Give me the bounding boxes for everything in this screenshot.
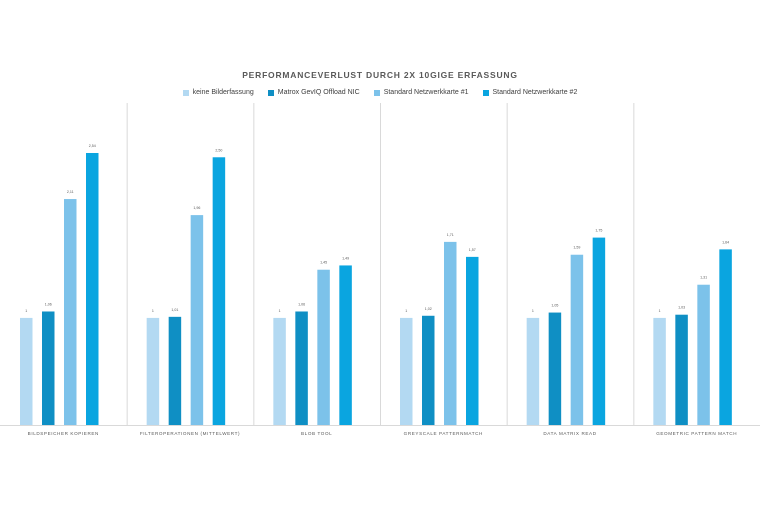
category-label: GEOMETRIC PATTERN MATCH — [656, 431, 737, 436]
bar — [466, 256, 479, 425]
bar — [444, 241, 457, 425]
bar — [592, 237, 606, 425]
data-label: 2,11 — [67, 190, 74, 194]
legend-item: Standard Netzwerkkarte #1 — [373, 89, 469, 96]
legend-label: Matrox GevIQ Offload NIC — [277, 89, 360, 96]
data-label: 1,75 — [595, 229, 602, 233]
data-label: 1,01 — [171, 308, 178, 312]
bar — [273, 317, 286, 425]
bar — [295, 311, 308, 425]
data-label: 1,31 — [700, 276, 707, 280]
data-label: 1,45 — [320, 261, 327, 265]
bar — [653, 317, 666, 425]
data-label: 1,05 — [551, 304, 558, 308]
legend-swatch — [182, 89, 189, 96]
bar — [86, 153, 99, 425]
bar — [64, 199, 77, 425]
data-label: 1 — [659, 309, 661, 313]
data-label: 1,06 — [298, 302, 305, 306]
data-label: 1,96 — [193, 206, 200, 210]
legend-swatch — [373, 89, 380, 96]
data-label: 2,50 — [215, 148, 222, 152]
bar — [422, 315, 435, 425]
category-label: FILTEROPERATIONEN (MITTELWERT) — [140, 431, 240, 436]
bar — [317, 269, 330, 425]
legend-item: keine Bilderfassung — [182, 89, 254, 96]
bar — [20, 317, 33, 425]
legend-label: keine Bilderfassung — [192, 89, 254, 96]
legend: keine Bilderfassung Matrox GevIQ Offload … — [0, 89, 760, 96]
data-label: 1,71 — [447, 233, 454, 237]
bar — [190, 215, 204, 425]
bar — [146, 317, 160, 425]
bar — [212, 157, 226, 426]
bar — [168, 316, 182, 425]
legend-item: Standard Netzwerkkarte #2 — [482, 89, 578, 96]
chart-title: PERFORMANCEVERLUST DURCH 2X 10GIGE ERFAS… — [242, 70, 518, 80]
category-label: BLOB TOOL — [301, 431, 332, 436]
bar — [400, 317, 413, 425]
bar — [570, 254, 584, 425]
category-label: GREYSCALE PATTERNMATCH — [404, 431, 483, 436]
data-label: 1,06 — [45, 302, 52, 306]
data-label: 1 — [25, 309, 27, 313]
legend-item: Matrox GevIQ Offload NIC — [267, 89, 360, 96]
category-label: DATA MATRIX READ — [543, 431, 596, 436]
bar — [548, 312, 562, 425]
data-label: 1,03 — [678, 306, 685, 310]
legend-label: Standard Netzwerkkarte #1 — [383, 89, 469, 96]
legend-swatch — [267, 89, 274, 96]
data-label: 1 — [152, 309, 154, 313]
bar — [719, 249, 732, 425]
legend-swatch — [482, 89, 489, 96]
data-label: 1,02 — [425, 307, 432, 311]
legend-label: Standard Netzwerkkarte #2 — [492, 89, 578, 96]
data-label: 1,59 — [573, 246, 580, 250]
data-label: 1 — [279, 309, 281, 313]
data-label: 1,49 — [342, 256, 349, 260]
bar — [526, 317, 540, 425]
bar — [675, 314, 688, 425]
data-label: 1 — [532, 309, 534, 313]
category-label: BILDSPEICHER KOPIEREN — [28, 431, 99, 436]
data-label: 1,57 — [469, 248, 476, 252]
bar — [697, 284, 710, 425]
bar — [42, 311, 55, 425]
data-label: 2,54 — [89, 144, 96, 148]
data-label: 1,64 — [722, 240, 729, 244]
bar — [339, 265, 352, 425]
data-label: 1 — [405, 309, 407, 313]
